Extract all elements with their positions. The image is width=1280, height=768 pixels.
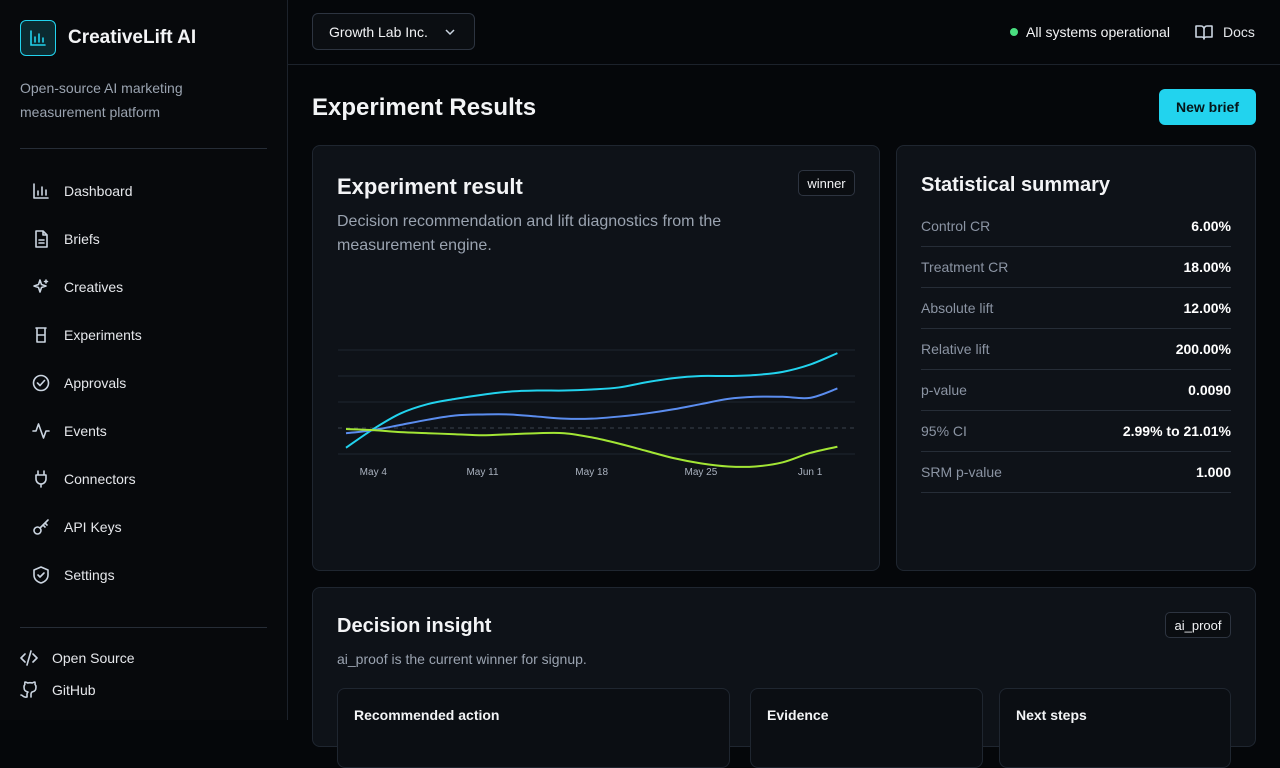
winner-badge: winner xyxy=(798,170,855,196)
nav-item[interactable]: API Keys xyxy=(32,515,122,539)
line-chart: May 4 May 11 May 18 May 25 Jun 1 xyxy=(338,349,855,478)
row-label: Absolute lift xyxy=(921,300,994,316)
series-line xyxy=(345,352,838,449)
summary-row: SRM p-value 1.000 xyxy=(921,452,1231,493)
row-value: 200.00% xyxy=(1175,341,1231,357)
row-label: p-value xyxy=(921,382,967,398)
nav-item[interactable]: Events xyxy=(32,419,107,443)
x-tick-label: May 18 xyxy=(575,467,608,478)
x-tick-label: May 11 xyxy=(466,467,498,478)
docs-link[interactable]: Docs xyxy=(1195,20,1255,44)
row-value: 1.000 xyxy=(1195,464,1231,480)
row-value: 6.00% xyxy=(1191,218,1231,234)
row-label: SRM p-value xyxy=(921,464,1002,480)
nav-label: Experiments xyxy=(64,327,142,343)
workspace-select[interactable]: Growth Lab Inc. xyxy=(312,13,475,50)
panel-title: Recommended action xyxy=(354,707,500,723)
x-tick-label: Jun 1 xyxy=(798,467,823,478)
new-brief-button[interactable]: New brief xyxy=(1159,89,1256,125)
nav-label: Events xyxy=(64,423,107,439)
nav-label: API Keys xyxy=(64,519,122,535)
row-label: 95% CI xyxy=(921,423,967,439)
result-card: Experiment result winner Decision recomm… xyxy=(312,145,880,571)
row-value: 12.00% xyxy=(1183,300,1231,316)
divider xyxy=(20,148,267,149)
summary-row: 95% CI 2.99% to 21.01% xyxy=(921,411,1231,452)
topbar xyxy=(288,0,1280,65)
series-line xyxy=(345,428,838,468)
link-text: Open Source xyxy=(52,650,135,666)
x-tick-label: May 25 xyxy=(685,467,718,478)
row-value: 2.99% to 21.01% xyxy=(1122,423,1231,439)
row-label: Relative lift xyxy=(921,341,990,357)
summary-row: Control CR 6.00% xyxy=(921,206,1231,247)
docs-text: Docs xyxy=(1223,24,1255,40)
panel: Evidence xyxy=(750,688,983,768)
x-tick-label: May 4 xyxy=(360,467,388,478)
panel: Recommended action xyxy=(337,688,730,768)
nav-label: Settings xyxy=(64,567,115,583)
summary-row: Absolute lift 12.00% xyxy=(921,288,1231,329)
nav-item[interactable]: Dashboard xyxy=(32,179,133,203)
nav-label: Connectors xyxy=(64,471,136,487)
nav-item[interactable]: Briefs xyxy=(32,227,100,251)
summary-row: Treatment CR 18.00% xyxy=(921,247,1231,288)
row-value: 18.00% xyxy=(1183,259,1231,275)
nav-label: Briefs xyxy=(64,231,100,247)
page-title: Experiment Results xyxy=(312,94,537,121)
nav-label: Approvals xyxy=(64,375,127,391)
insight-card: Decision insight ai_proof ai_proof is th… xyxy=(312,587,1256,768)
status-dot xyxy=(1010,28,1018,36)
nav-label: Creatives xyxy=(64,279,124,295)
card-title: Experiment result xyxy=(337,174,523,199)
summary-row: Relative lift 200.00% xyxy=(921,329,1231,370)
nav-item[interactable]: Creatives xyxy=(32,275,123,299)
panel-title: Next steps xyxy=(1016,707,1087,723)
row-label: Control CR xyxy=(921,218,991,234)
insight-text: ai_proof is the current winner for signu… xyxy=(337,651,587,667)
card-description: Decision recommendation and lift diagnos… xyxy=(337,213,722,254)
status-text: All systems operational xyxy=(1026,24,1170,40)
divider xyxy=(20,627,267,628)
nav-item[interactable]: Approvals xyxy=(32,371,126,395)
open-source-link[interactable]: Open Source xyxy=(20,646,135,670)
card-title: Statistical summary xyxy=(921,174,1110,196)
row-label: Treatment CR xyxy=(921,259,1009,275)
brand-tagline: Open-source AI marketing measurement pla… xyxy=(20,80,183,120)
nav-item[interactable]: Experiments xyxy=(32,323,142,347)
card-title: Decision insight xyxy=(337,615,492,637)
nav-label: Dashboard xyxy=(64,183,133,199)
winner-badge: ai_proof xyxy=(1165,612,1231,638)
series-line xyxy=(345,387,838,435)
github-link[interactable]: GitHub xyxy=(20,678,96,702)
row-value: 0.0090 xyxy=(1188,382,1231,398)
nav-item[interactable]: Settings xyxy=(32,563,115,587)
logo xyxy=(20,20,56,56)
summary-card: Statistical summary xyxy=(896,145,1256,571)
workspace-name: Growth Lab Inc. xyxy=(329,23,428,40)
panel-title: Evidence xyxy=(767,707,829,723)
link-text: GitHub xyxy=(52,682,96,698)
panel: Next steps xyxy=(999,688,1231,768)
sidebar: CreativeLift AI Open-source AI marketing… xyxy=(0,0,288,720)
summary-row: p-value 0.0090 xyxy=(921,370,1231,411)
nav-item[interactable]: Connectors xyxy=(32,467,136,491)
brand-name: CreativeLift AI xyxy=(68,27,197,48)
